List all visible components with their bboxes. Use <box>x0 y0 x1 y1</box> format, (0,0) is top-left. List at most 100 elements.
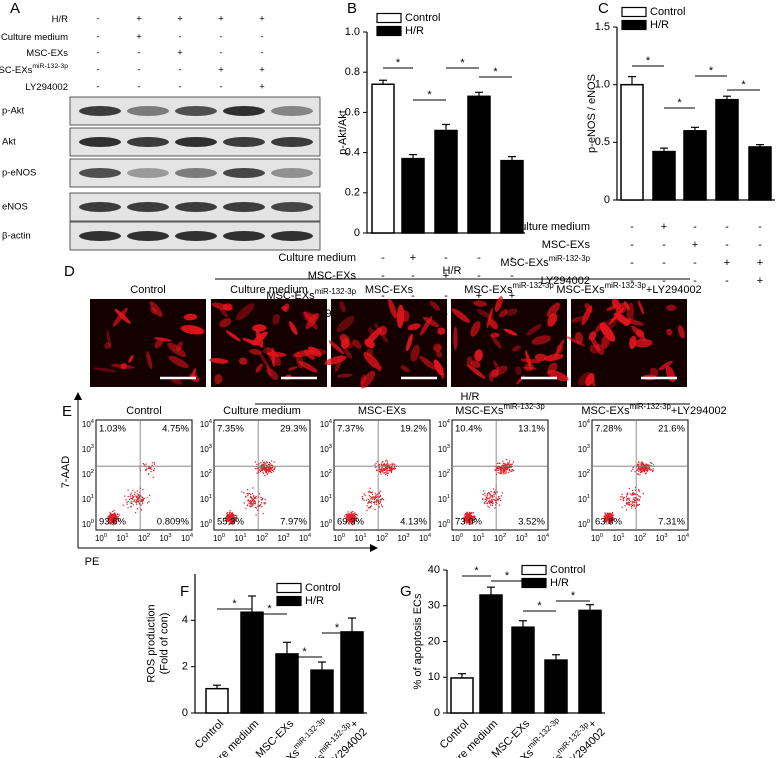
event-dot <box>611 513 613 515</box>
event-dot <box>611 514 613 516</box>
legend-label: Control <box>550 564 585 576</box>
event-dot <box>259 469 261 471</box>
treatment-sign: - <box>96 14 99 25</box>
event-dot <box>646 466 648 468</box>
event-dot <box>636 504 638 507</box>
cell <box>219 318 232 328</box>
plot-title: MSC-EXsmiR-132-3p <box>455 402 545 417</box>
event-dot <box>391 464 394 466</box>
event-dot <box>374 500 376 502</box>
bar <box>652 150 676 201</box>
y-tick-label: 103 <box>438 444 450 455</box>
event-dot <box>472 512 474 514</box>
event-dot <box>385 471 387 473</box>
event-dot <box>638 503 640 506</box>
event-dot <box>146 502 149 504</box>
event-dot <box>375 494 377 496</box>
event-dot <box>230 514 232 517</box>
event-dot <box>234 517 236 519</box>
event-dot <box>263 467 265 470</box>
cell <box>377 365 383 372</box>
treatment-sign: + <box>757 257 763 269</box>
quadrant-percent: 0.809% <box>157 517 190 528</box>
y-tick-label-part: 0 <box>329 519 332 525</box>
event-dot <box>348 523 350 525</box>
event-dot <box>496 498 499 501</box>
cell <box>112 307 128 327</box>
event-dot <box>270 464 272 466</box>
x-tick-label: 101 <box>116 533 128 544</box>
event-dot <box>471 523 473 525</box>
event-dot <box>353 523 356 525</box>
event-dot <box>370 498 372 500</box>
event-dot <box>115 513 117 516</box>
event-dot <box>130 501 132 503</box>
event-dot <box>264 470 267 472</box>
event-dot <box>246 504 248 506</box>
event-dot <box>253 501 255 503</box>
event-dot <box>149 494 151 497</box>
event-dot <box>631 503 633 505</box>
event-dot <box>504 469 506 472</box>
x-tick-label-part: 1 <box>243 533 246 539</box>
event-dot <box>250 503 252 505</box>
event-dot <box>259 505 261 507</box>
blot-band <box>175 231 217 241</box>
event-dot <box>632 498 634 500</box>
flow-plot <box>333 419 431 531</box>
event-dot <box>496 491 499 493</box>
blot-band <box>127 202 169 212</box>
event-dot <box>262 472 265 475</box>
event-dot <box>140 500 142 503</box>
event-dot <box>132 489 134 492</box>
event-dot <box>135 499 137 501</box>
event-dot <box>230 521 232 523</box>
event-dot <box>511 470 513 472</box>
event-dot <box>127 495 129 498</box>
x-tick-label: 101 <box>234 533 246 544</box>
treatment-sign: - <box>510 252 514 264</box>
event-dot <box>142 489 144 491</box>
y-tick-label-part: 10 <box>82 445 91 454</box>
plot-title: Control <box>126 405 161 417</box>
event-dot <box>652 468 654 470</box>
event-dot <box>502 471 505 473</box>
significance-label: * <box>571 590 576 602</box>
panel-label: F <box>180 583 189 600</box>
event-dot <box>488 491 490 494</box>
event-dot <box>468 520 470 522</box>
image-title: MSC-EXsmiR-132-3p+LY294002 <box>556 281 701 296</box>
event-dot <box>507 462 509 464</box>
event-dot <box>347 516 349 518</box>
event-dot <box>651 462 653 465</box>
x-tick-label-part: 10 <box>472 534 481 543</box>
cell <box>584 302 593 313</box>
quadrant-percent: 3.52% <box>518 517 545 528</box>
y-axis-label: ROS production <box>145 604 157 682</box>
event-dot <box>373 501 375 504</box>
event-dot <box>385 469 387 471</box>
x-tick-label-part: 2 <box>643 533 646 539</box>
y-tick-label: 2 <box>182 661 188 673</box>
event-dot <box>381 505 384 508</box>
x-tick-label-part: 0 <box>222 533 225 539</box>
treatment-sign: + <box>177 14 183 25</box>
significance-label: * <box>474 565 479 577</box>
event-dot <box>508 464 510 466</box>
blot-band <box>223 106 265 116</box>
x-tick-label: 100 <box>451 533 463 544</box>
event-dot <box>645 463 647 465</box>
treatment-label-part: MSC-EXs <box>500 257 549 269</box>
event-dot <box>492 496 494 499</box>
event-dot <box>608 516 611 518</box>
event-dot <box>115 515 118 517</box>
event-dot <box>126 503 128 505</box>
x-tick-label: 102 <box>376 533 388 544</box>
treatment-sign: + <box>661 221 667 233</box>
event-dot <box>644 468 646 471</box>
event-dot <box>258 504 260 506</box>
event-dot <box>486 498 488 500</box>
event-dot <box>608 513 610 515</box>
event-dot <box>628 503 630 505</box>
legend-swatch <box>376 12 402 24</box>
